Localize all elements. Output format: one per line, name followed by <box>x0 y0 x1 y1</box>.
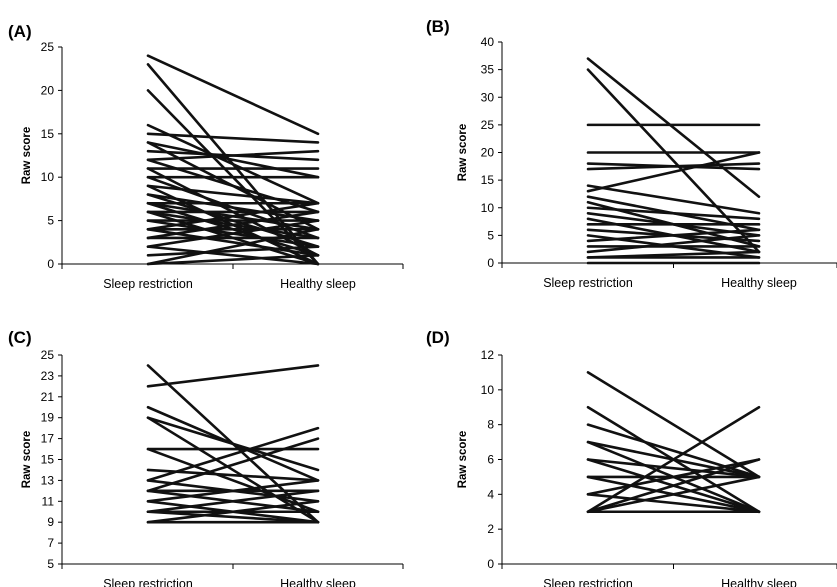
x-category-label: Sleep restriction <box>103 277 193 291</box>
y-tick-label: 9 <box>47 515 54 529</box>
y-tick-label: 0 <box>47 257 54 271</box>
participant-line <box>146 219 320 248</box>
y-tick-label: 35 <box>481 63 495 77</box>
y-tick-label: 0 <box>487 256 494 270</box>
participant-line <box>586 206 761 221</box>
participant-line <box>146 210 320 240</box>
participant-line <box>146 54 320 136</box>
y-axis-label: Raw score <box>457 124 469 182</box>
y-tick-label: 40 <box>481 35 495 49</box>
y-tick-label: 7 <box>47 536 54 550</box>
y-tick-label: 25 <box>41 40 55 54</box>
panel-a: (A) Raw score 0 5 10 15 20 25 Sleep restriction H… <box>8 22 404 291</box>
participant-line <box>146 184 320 205</box>
y-tick-label: 0 <box>487 557 494 571</box>
participant-line <box>586 162 761 171</box>
panel-label: (D) <box>426 328 450 347</box>
y-tick-label: 19 <box>41 411 55 425</box>
participant-line <box>586 151 761 193</box>
x-category-label: Healthy sleep <box>280 577 356 587</box>
participant-line <box>586 475 761 514</box>
y-tick-label: 10 <box>481 201 495 215</box>
participant-line <box>146 201 320 231</box>
participant-line <box>146 132 320 144</box>
participant-line <box>146 447 320 514</box>
participant-line <box>586 228 761 243</box>
y-tick-label: 2 <box>487 522 494 536</box>
y-tick-label: 17 <box>41 432 55 446</box>
participant-line <box>586 458 761 479</box>
y-tick-label: 5 <box>47 557 54 571</box>
y-tick-label: 20 <box>41 83 55 97</box>
participant-line <box>586 371 761 479</box>
participant-line <box>586 57 761 198</box>
participant-line <box>586 405 761 514</box>
panel-b: (B) Raw score 0 5 10 15 20 25 30 35 40 Sleep restri… <box>426 17 837 290</box>
participant-line <box>586 68 761 254</box>
participant-line <box>146 510 320 524</box>
y-tick-label: 8 <box>487 418 494 432</box>
y-tick-label: 10 <box>481 383 495 397</box>
participant-line <box>146 245 320 266</box>
participant-line <box>586 234 761 254</box>
participant-line <box>146 489 320 514</box>
y-axis-label: Raw score <box>457 431 469 489</box>
participant-line <box>146 479 320 503</box>
x-category-label: Healthy sleep <box>721 577 797 587</box>
x-category-label: Healthy sleep <box>280 277 356 291</box>
participant-line <box>146 364 320 388</box>
panel-label: (B) <box>426 17 450 36</box>
panel-label: (A) <box>8 22 32 41</box>
y-tick-label: 23 <box>41 369 55 383</box>
panel-label: (C) <box>8 328 32 347</box>
participant-line <box>146 149 320 162</box>
participant-line <box>146 123 320 205</box>
participant-line <box>586 493 761 514</box>
participant-line <box>146 254 320 266</box>
participant-line <box>586 458 761 496</box>
participant-line <box>146 426 320 482</box>
y-tick-label: 15 <box>481 173 495 187</box>
y-axis-label: Raw score <box>21 127 33 185</box>
x-category-label: Sleep restriction <box>543 577 633 587</box>
y-tick-label: 25 <box>41 348 55 362</box>
y-tick-label: 12 <box>481 348 495 362</box>
participant-line <box>146 500 320 524</box>
y-tick-label: 6 <box>487 453 494 467</box>
y-tick-label: 5 <box>47 214 54 228</box>
y-tick-label: 25 <box>481 118 495 132</box>
x-category-label: Sleep restriction <box>103 577 193 587</box>
y-tick-label: 4 <box>487 487 494 501</box>
participant-line <box>146 141 320 179</box>
participant-line <box>586 458 761 514</box>
y-tick-label: 30 <box>481 90 495 104</box>
y-tick-label: 15 <box>41 453 55 467</box>
panel-d: (D) Raw score 0 2 4 6 8 10 12 Sleep restriction He… <box>426 328 837 587</box>
participant-line <box>146 416 320 472</box>
y-tick-label: 5 <box>487 228 494 242</box>
panel-c: (C) Raw score 5 7 9 11 13 15 17 19 21 23 25 Sleep res… <box>8 328 404 587</box>
y-tick-label: 21 <box>41 390 55 404</box>
y-tick-label: 11 <box>42 494 55 508</box>
y-tick-label: 10 <box>41 170 55 184</box>
y-tick-label: 20 <box>481 146 495 160</box>
participant-line <box>146 437 320 493</box>
x-category-label: Sleep restriction <box>543 276 633 290</box>
x-category-label: Healthy sleep <box>721 276 797 290</box>
participant-line <box>146 245 320 257</box>
participant-line <box>146 227 320 266</box>
y-axis-label: Raw score <box>21 431 33 489</box>
y-tick-label: 15 <box>41 127 55 141</box>
participant-line <box>586 184 761 215</box>
y-tick-label: 13 <box>41 473 55 487</box>
